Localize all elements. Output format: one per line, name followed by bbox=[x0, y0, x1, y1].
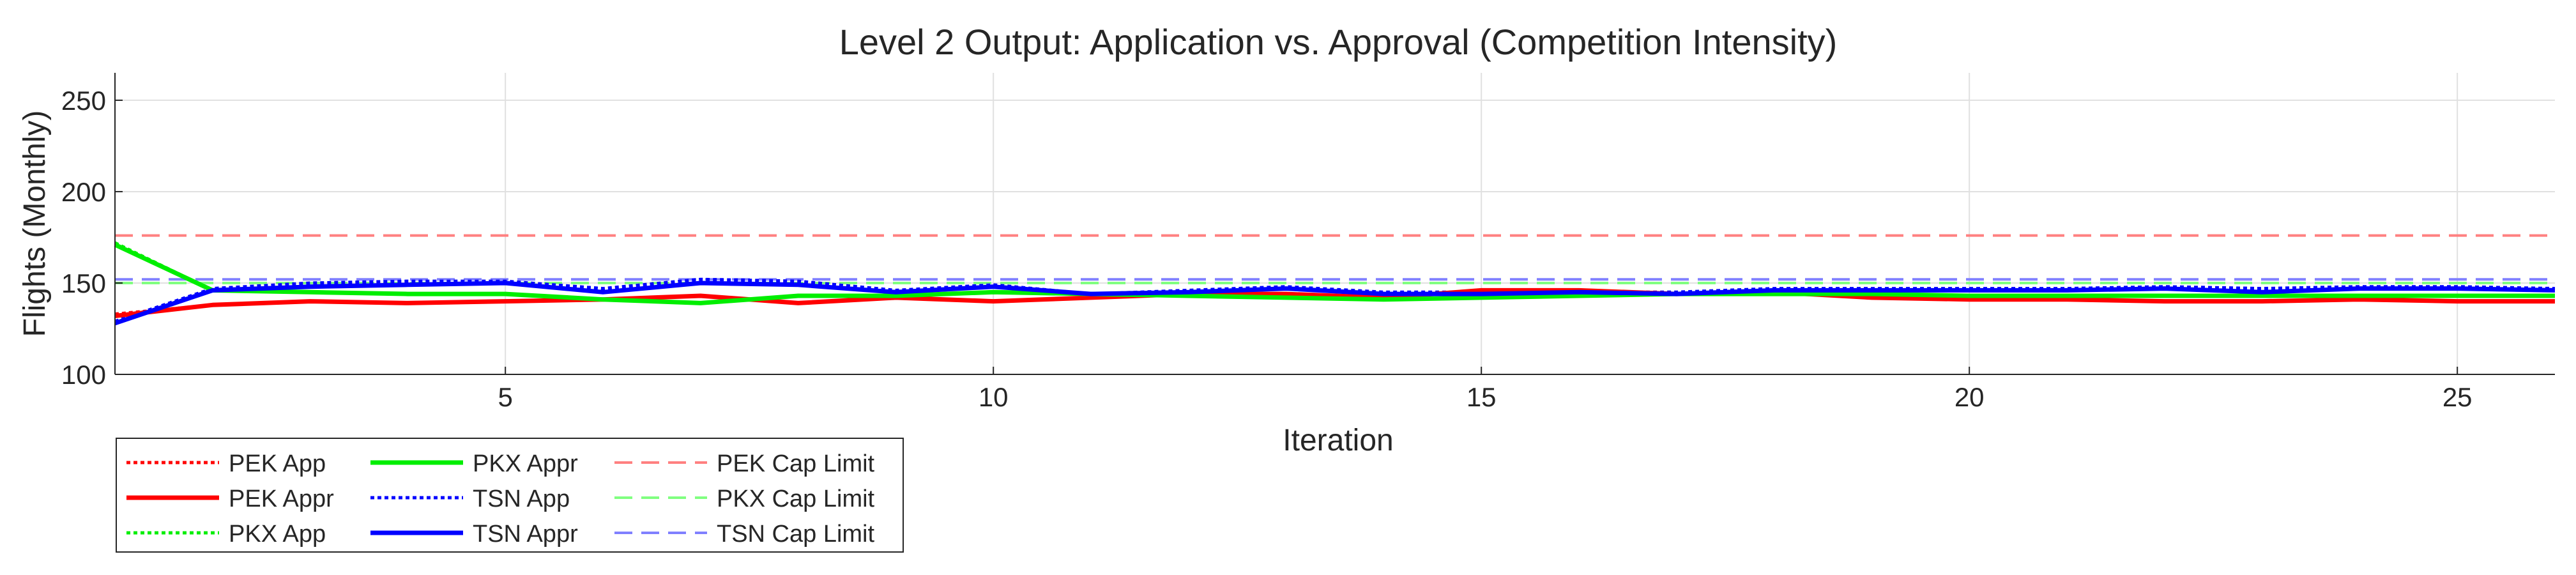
x-tick-label: 25 bbox=[2443, 382, 2473, 412]
x-tick-label: 10 bbox=[979, 382, 1009, 412]
series-line-pkx-appr bbox=[114, 242, 2555, 305]
legend: PEK App PEK Appr PKX App PKX Appr TSN App TSN… bbox=[116, 438, 904, 553]
y-tick-label: 250 bbox=[61, 86, 106, 116]
legend-label: PKX App bbox=[229, 521, 326, 548]
axes bbox=[114, 73, 2555, 375]
tick-labels: 5 10 15 20 25 100 150 200 250 bbox=[61, 86, 2473, 412]
y-tick-label: 200 bbox=[61, 177, 106, 207]
legend-label: TSN Appr bbox=[473, 521, 578, 548]
x-axis-label: Iteration bbox=[1283, 424, 1393, 457]
plot-background bbox=[115, 73, 2555, 374]
series-line-pek-appr bbox=[114, 288, 2555, 318]
x-tick-label: 20 bbox=[1955, 382, 1985, 412]
legend-box bbox=[116, 438, 904, 553]
y-tick-label: 150 bbox=[61, 268, 106, 298]
x-tick-label: 5 bbox=[498, 382, 513, 412]
legend-label: TSN Cap Limit bbox=[717, 521, 874, 548]
legend-label: PEK App bbox=[229, 450, 326, 477]
legend-label: PKX Cap Limit bbox=[717, 486, 875, 512]
x-tick-label: 15 bbox=[1467, 382, 1497, 412]
legend-label: PEK Cap Limit bbox=[717, 450, 875, 477]
legend-label: TSN App bbox=[473, 486, 570, 512]
chart-title: Level 2 Output: Application vs. Approval… bbox=[839, 22, 1838, 62]
legend-label: PKX Appr bbox=[473, 450, 578, 477]
series-line-tsn-appr bbox=[114, 280, 2556, 326]
legend-label: PEK Appr bbox=[229, 486, 334, 512]
y-tick-label: 100 bbox=[61, 360, 106, 390]
series-group bbox=[114, 234, 2556, 326]
y-axis-label: Flights (Monthly) bbox=[18, 111, 52, 337]
